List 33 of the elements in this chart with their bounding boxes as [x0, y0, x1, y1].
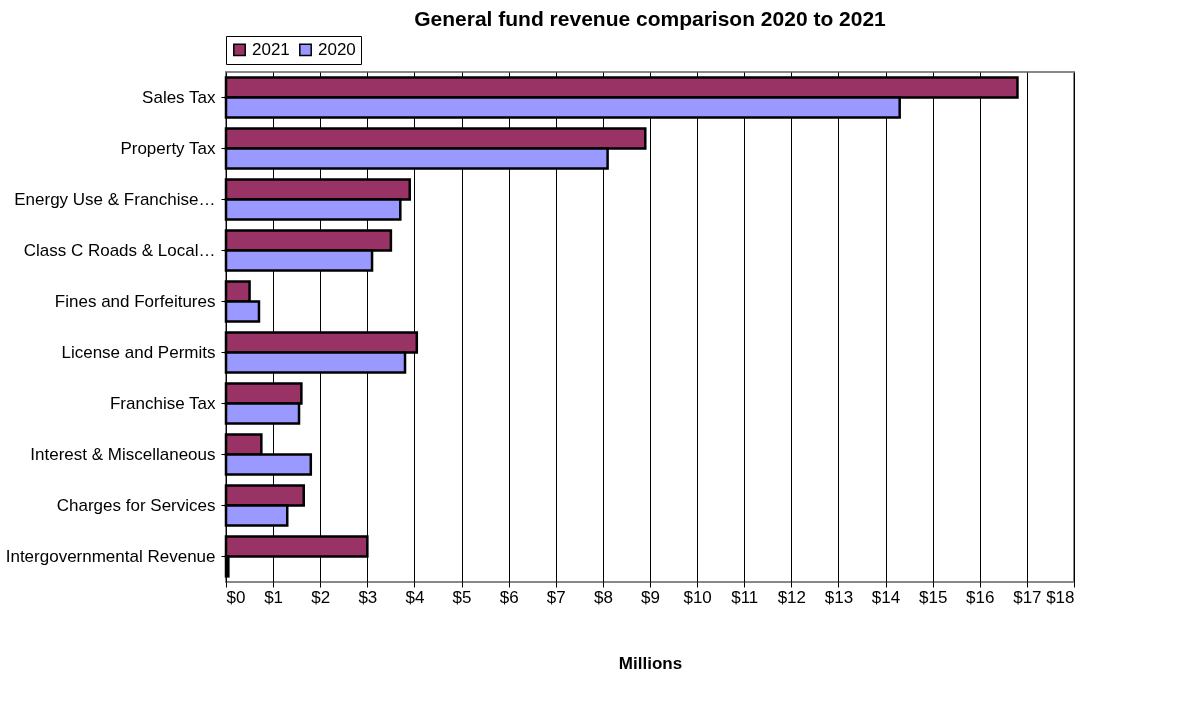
y-tick-label: Class C Roads & Local…: [23, 240, 216, 260]
x-tick-label: $4: [405, 587, 425, 607]
x-tick-label: $16: [966, 587, 995, 607]
x-tick-label: $13: [824, 587, 854, 607]
chart-title: General fund revenue comparison 2020 to 2021: [414, 6, 887, 30]
x-tick-label: $3: [358, 587, 378, 607]
y-tick-label: Interest & Miscellaneous: [30, 444, 216, 464]
x-tick-label: $6: [499, 587, 519, 607]
y-tick-label: Franchise Tax: [109, 393, 216, 413]
x-tick-label: $8: [593, 587, 613, 607]
x-tick-label: $18: [1046, 587, 1075, 607]
y-tick-label: Intergovernmental Revenue: [5, 546, 216, 566]
y-tick-label: Fines and Forfeitures: [54, 291, 216, 311]
x-tick-label: $12: [777, 587, 807, 607]
x-tick-label: $0: [226, 587, 246, 607]
y-tick-label: Charges for Services: [56, 495, 216, 515]
x-tick-label: $7: [546, 587, 566, 607]
x-tick-label: $14: [871, 587, 901, 607]
y-tick-label: Energy Use & Franchise…: [14, 189, 216, 209]
y-tick-label: License and Permits: [61, 342, 216, 362]
legend-label: 2021: [252, 39, 290, 59]
y-tick-label: Sales Tax: [142, 87, 216, 107]
x-axis-title: Millions: [618, 653, 683, 673]
x-tick-label: $10: [683, 587, 712, 607]
x-tick-label: $2: [311, 587, 331, 607]
x-tick-label: $9: [641, 587, 660, 607]
x-tick-label: $5: [452, 587, 472, 607]
y-tick-label: Property Tax: [120, 138, 216, 158]
x-tick-label: $15: [918, 587, 948, 607]
legend-label: 2020: [318, 39, 356, 59]
x-tick-label: $17: [1013, 587, 1042, 607]
x-tick-label: $1: [264, 587, 284, 607]
x-tick-label: $11: [731, 587, 759, 607]
